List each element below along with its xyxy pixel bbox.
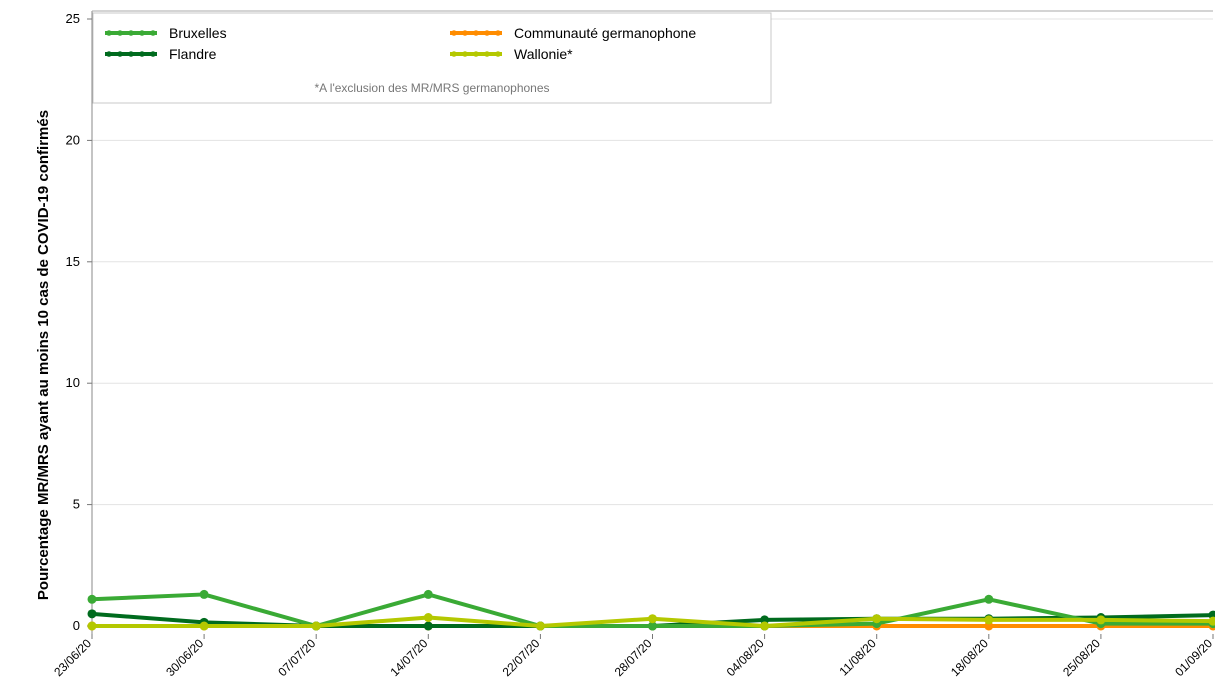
legend-swatch-dot	[484, 51, 490, 57]
data-point	[984, 615, 994, 625]
legend: Bruxelles Communauté germanophone Flandre W…	[92, 12, 772, 104]
legend-swatch-dot	[128, 30, 134, 36]
data-point	[984, 594, 994, 604]
legend-swatch-dot	[128, 51, 134, 57]
data-point	[535, 621, 545, 631]
data-point	[648, 614, 657, 624]
legend-swatch-dot	[106, 30, 112, 36]
legend-swatch-dot	[139, 51, 145, 57]
y-tick-label: 25	[66, 11, 80, 26]
legend-label: Flandre	[169, 46, 217, 62]
data-point	[423, 613, 433, 623]
legend-swatch-dot	[473, 51, 479, 57]
data-point	[311, 621, 321, 631]
legend-swatch-dot	[117, 30, 123, 36]
data-point	[423, 621, 433, 631]
x-tick-label: 30/06/20	[163, 636, 206, 679]
axes	[91, 10, 1213, 634]
legend-swatch-dot	[473, 30, 479, 36]
data-point	[199, 621, 209, 631]
legend-item: Wallonie*	[450, 46, 573, 62]
y-tick-label: 0	[73, 618, 80, 633]
legend-swatch-dot	[495, 51, 501, 57]
legend-swatch-dot	[462, 30, 468, 36]
legend-swatch-dot	[451, 51, 457, 57]
x-tick-label: 18/08/20	[948, 636, 991, 679]
x-tick-label: 11/08/20	[837, 636, 880, 679]
data-point	[1096, 615, 1106, 625]
data-point	[760, 621, 770, 631]
series-wallonie	[87, 613, 1215, 631]
legend-swatch-dot	[150, 30, 156, 36]
data-point	[1208, 616, 1215, 626]
y-axis-ticks: 0 5 10 15 20 25	[66, 11, 92, 633]
legend-note: *A l'exclusion des MR/MRS germanophones	[314, 81, 549, 95]
legend-label: Wallonie*	[514, 46, 573, 62]
data-point	[87, 594, 97, 604]
legend-swatch-dot	[106, 51, 112, 57]
legend-box	[92, 12, 772, 104]
legend-swatch-dot	[139, 30, 145, 36]
x-axis-ticks: 23/06/20 30/06/20 07/07/20 14/07/20 22/07/20…	[51, 634, 1215, 679]
data-point	[648, 621, 657, 631]
y-tick-label: 20	[66, 132, 80, 147]
x-tick-label: 23/06/20	[51, 636, 94, 679]
y-tick-label: 5	[73, 497, 80, 512]
data-point	[87, 609, 97, 619]
x-tick-label: 01/09/20	[1172, 636, 1215, 679]
legend-swatch-dot	[451, 30, 457, 36]
legend-label: Bruxelles	[169, 25, 227, 41]
legend-swatch-dot	[150, 51, 156, 57]
y-axis-label: Pourcentage MR/MRS ayant au moins 10 cas…	[35, 110, 52, 600]
legend-item: Flandre	[105, 46, 217, 62]
y-tick-label: 15	[66, 254, 80, 269]
x-tick-label: 07/07/20	[275, 636, 318, 679]
x-tick-label: 25/08/20	[1060, 636, 1103, 679]
x-tick-label: 28/07/20	[612, 636, 655, 679]
series-layer	[87, 589, 1215, 631]
x-tick-label: 22/07/20	[500, 636, 543, 679]
legend-swatch-dot	[495, 30, 501, 36]
legend-swatch-dot	[117, 51, 123, 57]
legend-swatch-dot	[484, 30, 490, 36]
legend-swatch-dot	[462, 51, 468, 57]
legend-label: Communauté germanophone	[514, 25, 696, 41]
legend-item: Bruxelles	[105, 25, 227, 41]
data-point	[872, 614, 882, 624]
data-point	[199, 589, 209, 599]
data-point	[423, 589, 433, 599]
legend-item: Communauté germanophone	[450, 25, 696, 41]
x-tick-label: 04/08/20	[724, 636, 767, 679]
x-tick-label: 14/07/20	[387, 636, 430, 679]
y-tick-label: 10	[66, 375, 80, 390]
data-point	[87, 621, 97, 631]
